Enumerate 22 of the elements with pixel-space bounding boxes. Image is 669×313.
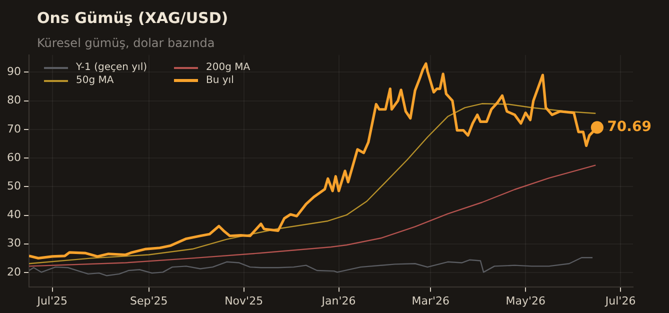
y-tick-label: 20 bbox=[6, 265, 21, 278]
x-tick-label: Sep'25 bbox=[130, 294, 168, 308]
y-tick-label: 50 bbox=[6, 180, 21, 192]
legend-label: Bu yıl bbox=[206, 75, 234, 86]
y-tick-label: 30 bbox=[6, 236, 21, 250]
chart-subtitle: Küresel gümüş, dolar bazında bbox=[37, 36, 215, 50]
legend-label: Y-1 (geçen yıl) bbox=[76, 62, 148, 73]
x-tick-label: May'26 bbox=[506, 294, 546, 308]
x-tick-label: Jul'26 bbox=[604, 294, 636, 308]
y-tick-label: 80 bbox=[6, 94, 21, 107]
legend-label: 50g MA bbox=[76, 75, 114, 86]
x-tick-label: Jan'26 bbox=[320, 294, 356, 308]
y-tick-label: 90 bbox=[6, 65, 21, 78]
data-label: 70.69 bbox=[607, 119, 652, 136]
x-tick-label: Jul'25 bbox=[36, 294, 68, 308]
legend-label: 200g MA bbox=[206, 62, 250, 73]
y-tick-label: 70 bbox=[6, 122, 21, 136]
x-tick-label: Nov'25 bbox=[224, 294, 264, 308]
y-tick-label: 60 bbox=[6, 150, 21, 164]
x-tick-label: Mar'26 bbox=[412, 294, 450, 308]
chart-title: Ons Gümüş (XAG/USD) bbox=[37, 9, 228, 27]
y-tick-label: 40 bbox=[6, 208, 21, 222]
